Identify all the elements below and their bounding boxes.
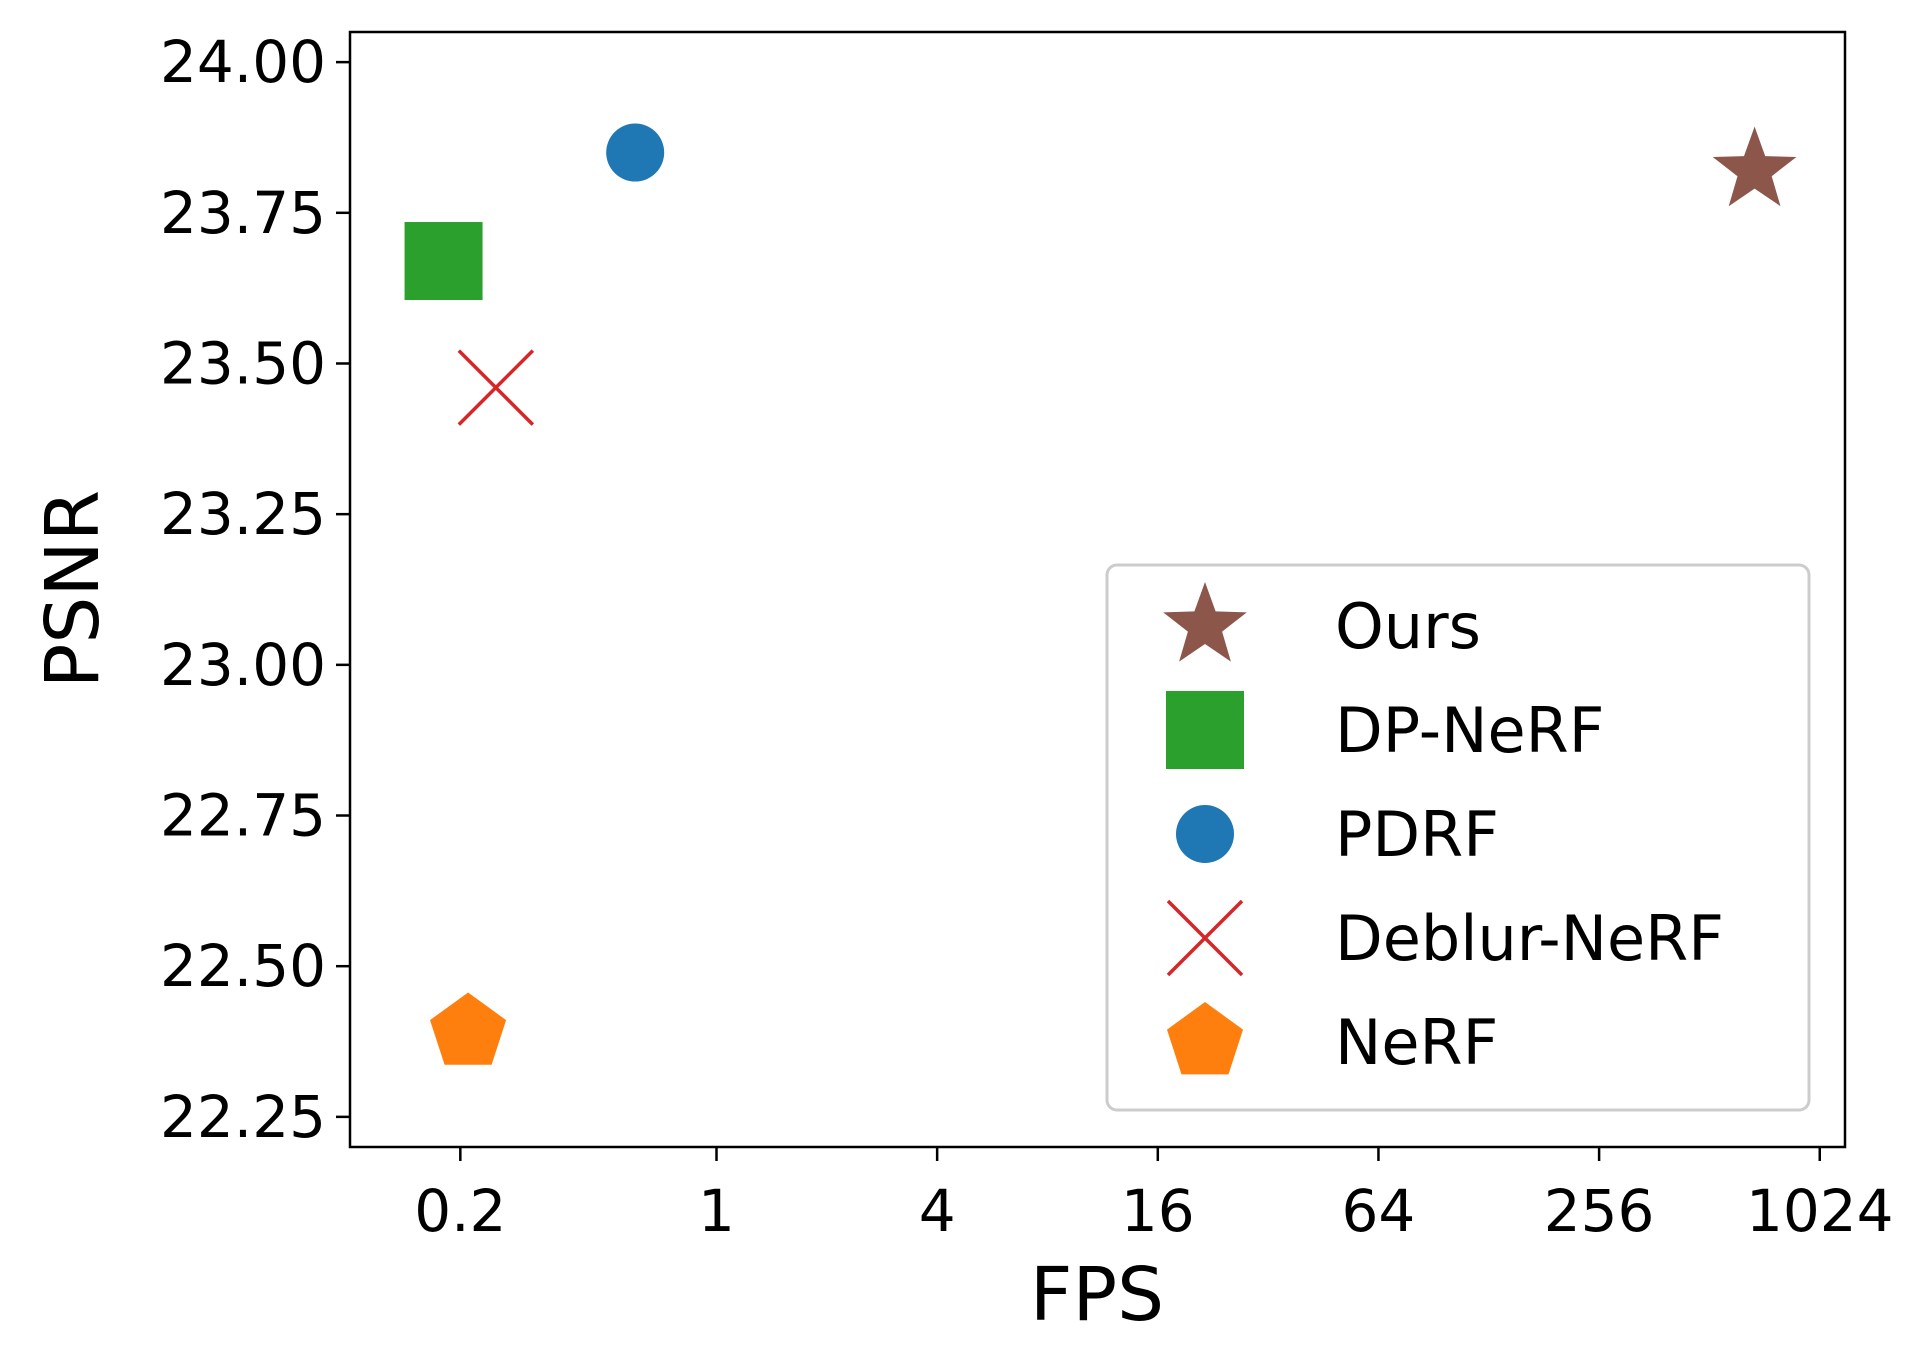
x-tick-label: 16 — [1121, 1177, 1195, 1245]
x-tick-label: 4 — [919, 1177, 956, 1245]
y-tick-label: 24.00 — [160, 28, 326, 96]
point-dp-nerf — [404, 222, 483, 301]
x-marker-stroke — [1166, 899, 1244, 977]
legend-label-nerf: NeRF — [1335, 1006, 1498, 1079]
point-nerf — [430, 992, 507, 1065]
legend-marker-dp-nerf — [1166, 691, 1244, 769]
y-axis: 22.25 22.50 22.75 23.00 23.25 23.50 23.75 24.00 — [160, 28, 350, 1151]
legend: Ours DP-NeRF PDRF Deblur-NeRF NeRF — [1105, 563, 1811, 1112]
legend-label-ours: Ours — [1335, 590, 1481, 663]
legend-label-deblur-nerf: Deblur-NeRF — [1335, 902, 1724, 975]
x-marker-stroke — [457, 349, 535, 426]
legend-marker-pdrf — [1176, 805, 1234, 863]
legend-marker-deblur-nerf — [1166, 899, 1244, 977]
x-tick-label: 1024 — [1746, 1177, 1894, 1245]
data-points — [404, 123, 1797, 1065]
x-tick-label: 64 — [1342, 1177, 1416, 1245]
point-deblur-nerf — [457, 349, 535, 426]
y-axis-title: PSNR — [30, 490, 116, 688]
legend-box — [1105, 563, 1811, 1112]
x-tick-label: 1 — [698, 1177, 735, 1245]
legend-label-dp-nerf: DP-NeRF — [1335, 694, 1604, 767]
y-tick-label: 23.00 — [160, 631, 326, 699]
y-tick-label: 23.75 — [160, 179, 326, 247]
legend-marker-nerf — [1167, 1002, 1243, 1075]
legend-marker-ours — [1163, 582, 1247, 662]
y-tick-label: 23.50 — [160, 329, 326, 397]
y-tick-label: 22.25 — [160, 1083, 326, 1151]
point-pdrf — [606, 123, 665, 182]
x-axis-title: FPS — [1030, 1252, 1164, 1338]
x-axis: 0.2 1 4 16 64 256 1024 — [414, 1147, 1894, 1245]
y-tick-label: 22.75 — [160, 782, 326, 850]
point-ours — [1712, 126, 1797, 207]
x-tick-label: 0.2 — [414, 1177, 506, 1245]
x-tick-label: 256 — [1544, 1177, 1655, 1245]
y-tick-label: 22.50 — [160, 932, 326, 1000]
y-tick-label: 23.25 — [160, 480, 326, 548]
legend-label-pdrf: PDRF — [1335, 798, 1499, 871]
